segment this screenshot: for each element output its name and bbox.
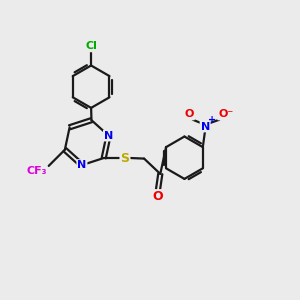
Text: N: N bbox=[200, 122, 210, 131]
Text: O⁻: O⁻ bbox=[218, 110, 233, 119]
Text: Cl: Cl bbox=[85, 41, 97, 51]
Text: +: + bbox=[208, 115, 216, 125]
Text: N: N bbox=[104, 130, 113, 140]
Text: N: N bbox=[77, 160, 86, 170]
Text: S: S bbox=[121, 152, 130, 164]
Text: CF₃: CF₃ bbox=[26, 166, 46, 176]
Text: O: O bbox=[153, 190, 163, 203]
Text: O: O bbox=[184, 110, 194, 119]
